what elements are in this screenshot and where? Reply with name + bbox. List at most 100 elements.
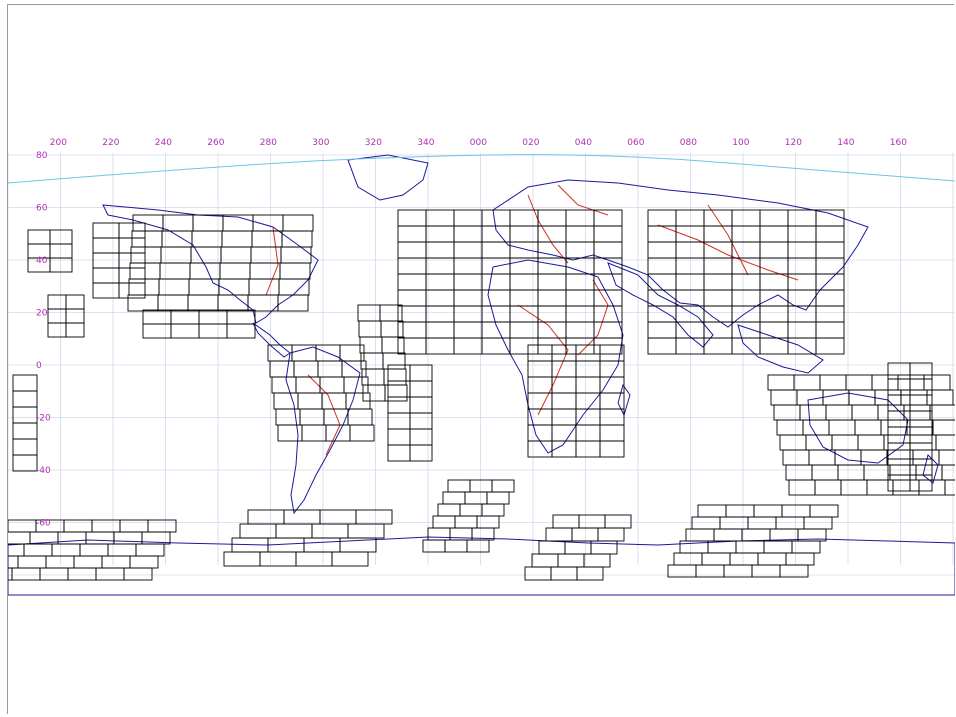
footprint: [295, 376, 321, 394]
footprint: [118, 282, 146, 299]
footprint: [95, 567, 125, 581]
footprint: [551, 408, 577, 426]
footprint: [923, 374, 951, 391]
footprint: [575, 392, 601, 410]
region-north-america: [142, 309, 256, 339]
footprint: [537, 225, 567, 243]
footprint: [12, 438, 38, 456]
footprint: [725, 504, 755, 518]
footprint: [782, 449, 810, 466]
footprint: [49, 229, 73, 245]
footprint: [767, 374, 795, 391]
footprint: [787, 241, 817, 259]
footprint: [551, 424, 577, 442]
footprint: [814, 479, 842, 496]
footprint: [191, 230, 223, 248]
footprint: [900, 389, 928, 406]
footprint: [691, 516, 721, 530]
footprint: [915, 464, 943, 481]
country-border: [707, 204, 749, 276]
footprint: [123, 567, 153, 581]
coastline: [102, 204, 319, 324]
footprint: [427, 527, 451, 541]
footprint: [781, 504, 811, 518]
footprint: [575, 408, 601, 426]
country-border: [527, 194, 569, 264]
footprint: [815, 305, 845, 323]
footprint: [599, 376, 625, 394]
footprint: [741, 528, 771, 542]
footprint: [319, 509, 357, 525]
footprint: [397, 209, 427, 227]
longitude-label: 260: [207, 138, 224, 148]
footprint: [279, 262, 311, 280]
footprint: [837, 464, 865, 481]
footprint: [311, 523, 349, 539]
footprint: [887, 474, 911, 492]
footprint: [871, 374, 899, 391]
footprint: [442, 491, 466, 505]
footprint: [703, 209, 733, 227]
footprint: [537, 305, 567, 323]
footprint: [79, 543, 109, 557]
footprint: [926, 389, 954, 406]
region-antarctica: [667, 504, 839, 578]
footprint: [887, 378, 911, 396]
footprint: [280, 246, 312, 264]
footprint: [747, 516, 777, 530]
footprint: [571, 527, 599, 542]
footprint: [481, 305, 511, 323]
footprint: [45, 555, 75, 569]
footprint: [909, 474, 933, 492]
footprint: [295, 551, 333, 567]
footprint: [8, 531, 31, 545]
footprint: [815, 337, 845, 355]
latitude-labels: 80 60 40 20 0 -20 -40 -60: [36, 151, 51, 529]
footprint: [8, 555, 19, 569]
footprint: [599, 440, 625, 458]
footprint: [347, 408, 373, 426]
footprint: [278, 278, 310, 296]
footprint: [118, 252, 146, 269]
footprint: [703, 305, 733, 323]
coastlines: [8, 154, 955, 596]
footprint: [325, 424, 351, 442]
footprint: [107, 543, 137, 557]
footprint: [787, 321, 817, 339]
footprint: [675, 209, 705, 227]
region-europe-africa: [397, 209, 623, 355]
footprint: [188, 278, 220, 296]
footprint: [538, 540, 566, 555]
footprint: [537, 209, 567, 227]
latitude-label: 0: [36, 361, 42, 371]
footprint: [130, 246, 162, 264]
footprint: [453, 241, 483, 259]
footprint: [815, 321, 845, 339]
footprint: [713, 528, 743, 542]
footprint: [387, 412, 411, 430]
footprint: [509, 209, 539, 227]
footprint: [437, 503, 461, 517]
footprint: [271, 376, 297, 394]
footprint: [578, 514, 606, 529]
footprint: [593, 209, 623, 227]
footprint: [811, 464, 839, 481]
footprint: [73, 555, 103, 569]
footprint: [565, 225, 595, 243]
footprint: [198, 323, 228, 339]
footprint: [565, 209, 595, 227]
footprint: [909, 410, 933, 428]
coastline: [347, 154, 429, 201]
footprint: [731, 273, 761, 291]
footprint: [731, 225, 761, 243]
footprint: [277, 294, 309, 312]
footprint: [675, 273, 705, 291]
footprint: [481, 241, 511, 259]
footprint: [397, 225, 427, 243]
footprint: [787, 225, 817, 243]
footprint: [675, 321, 705, 339]
footprint: [387, 428, 411, 446]
footprint: [397, 273, 427, 291]
footprint: [380, 320, 404, 338]
footprint: [805, 434, 833, 451]
